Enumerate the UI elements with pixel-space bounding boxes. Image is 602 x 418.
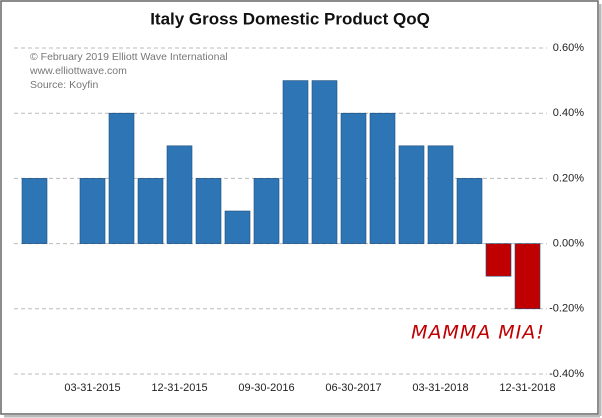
bar (224, 210, 251, 244)
bar (137, 178, 164, 244)
bar (456, 178, 483, 244)
y-tick-label: 0.40% (553, 107, 584, 119)
bar (282, 80, 309, 244)
y-tick-label: 0.00% (553, 238, 584, 250)
bar (108, 112, 135, 244)
x-tick-label: 12-31-2015 (151, 382, 207, 394)
bar (253, 178, 280, 244)
bar (79, 178, 106, 244)
bar (21, 178, 48, 244)
x-tick-label: 03-31-2015 (64, 382, 120, 394)
bar (369, 112, 396, 244)
annotation: MAMMA MIA! (411, 322, 545, 344)
y-tick-label: 0.20% (553, 172, 584, 184)
bar (195, 178, 222, 244)
bar (514, 243, 541, 310)
bar (340, 112, 367, 244)
x-tick-label: 09-30-2016 (238, 382, 294, 394)
chart-title: Italy Gross Domestic Product QoQ (150, 9, 430, 28)
bar (311, 80, 338, 244)
bar (485, 243, 512, 277)
y-tick-label: -0.20% (549, 303, 584, 315)
x-tick-label: 12-31-2018 (499, 382, 555, 394)
bar (166, 145, 193, 244)
source-note: www.elliottwave.com (29, 65, 127, 77)
x-tick-label: 06-30-2017 (325, 382, 381, 394)
bar (398, 145, 425, 244)
source-note: © February 2019 Elliott Wave Internation… (30, 51, 228, 63)
y-tick-label: 0.60% (553, 42, 584, 54)
x-tick-label: 03-31-2018 (412, 382, 468, 394)
y-tick-label: -0.40% (549, 368, 584, 380)
source-note: Source: Koyfin (30, 79, 98, 91)
bar (427, 145, 454, 244)
